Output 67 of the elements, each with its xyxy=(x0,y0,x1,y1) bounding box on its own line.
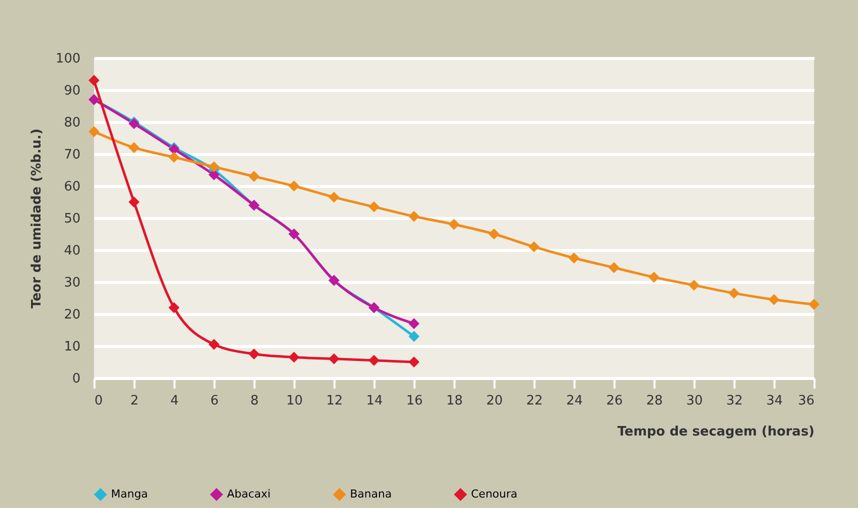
y-tick-label: 90 xyxy=(64,84,80,98)
point xyxy=(208,338,220,350)
y-tick-label: 40 xyxy=(64,244,80,258)
point xyxy=(368,354,380,366)
point xyxy=(168,152,180,163)
point xyxy=(808,298,820,310)
y-tick-label: 30 xyxy=(64,276,80,290)
x-tick-label: 30 xyxy=(686,394,703,408)
point xyxy=(408,356,420,368)
y-tick-label: 0 xyxy=(72,372,80,386)
x-tick-label: 14 xyxy=(366,394,383,408)
point xyxy=(288,352,300,363)
point xyxy=(128,142,140,154)
x-tick-label: 12 xyxy=(326,394,343,408)
point xyxy=(368,201,380,212)
y-tick-label: 70 xyxy=(64,148,80,162)
x-tick-label: 10 xyxy=(286,394,303,408)
x-tick-label: 6 xyxy=(210,394,219,408)
x-tick-label: 36 xyxy=(798,394,814,408)
point xyxy=(328,192,340,203)
x-tick-label: 18 xyxy=(446,394,463,408)
point xyxy=(248,348,260,360)
x-tick-label: 24 xyxy=(566,394,583,408)
y-tick-label: 100 xyxy=(56,52,80,66)
point xyxy=(208,169,220,180)
y-tick-label: 50 xyxy=(64,212,80,226)
y-tick-label: 60 xyxy=(64,180,80,194)
y-tick-label: 80 xyxy=(64,116,80,130)
point xyxy=(608,262,620,274)
legend-label: Banana xyxy=(350,488,392,501)
point xyxy=(488,228,500,240)
x-tick-label: 32 xyxy=(726,394,743,408)
x-tick-label: 20 xyxy=(486,394,503,408)
point xyxy=(248,170,260,182)
point xyxy=(568,252,580,264)
x-tick-label: 28 xyxy=(646,394,663,408)
x-tick-label: 4 xyxy=(170,394,179,408)
point xyxy=(528,241,540,252)
point xyxy=(88,126,100,138)
point xyxy=(688,280,700,291)
x-tick-label: 26 xyxy=(606,394,623,408)
point xyxy=(328,353,340,364)
point xyxy=(448,218,460,230)
point xyxy=(408,210,420,222)
legend-label: Cenoura xyxy=(471,488,518,501)
point xyxy=(128,196,140,208)
point xyxy=(648,272,660,283)
x-axis-title: Tempo de secagem (horas) xyxy=(617,424,814,440)
legend-label: Abacaxi xyxy=(227,488,271,501)
x-tick-label: 16 xyxy=(406,394,423,408)
x-tick-label: 2 xyxy=(130,394,139,408)
point xyxy=(728,288,740,299)
point xyxy=(408,330,420,342)
y-tick-label: 20 xyxy=(64,308,80,322)
point xyxy=(208,161,220,172)
legend-label: Manga xyxy=(111,488,148,501)
point xyxy=(168,302,180,314)
x-tick-label: 0 xyxy=(94,394,103,408)
y-tick-label: 10 xyxy=(64,340,80,354)
x-tick-label: 22 xyxy=(526,394,543,408)
y-axis-title: Teor de umidade (%b.u.) xyxy=(30,128,45,308)
point xyxy=(88,74,100,86)
x-tick-label: 34 xyxy=(766,394,783,408)
point xyxy=(288,180,300,192)
point xyxy=(768,294,780,306)
point xyxy=(408,318,420,330)
x-tick-label: 8 xyxy=(250,394,259,408)
